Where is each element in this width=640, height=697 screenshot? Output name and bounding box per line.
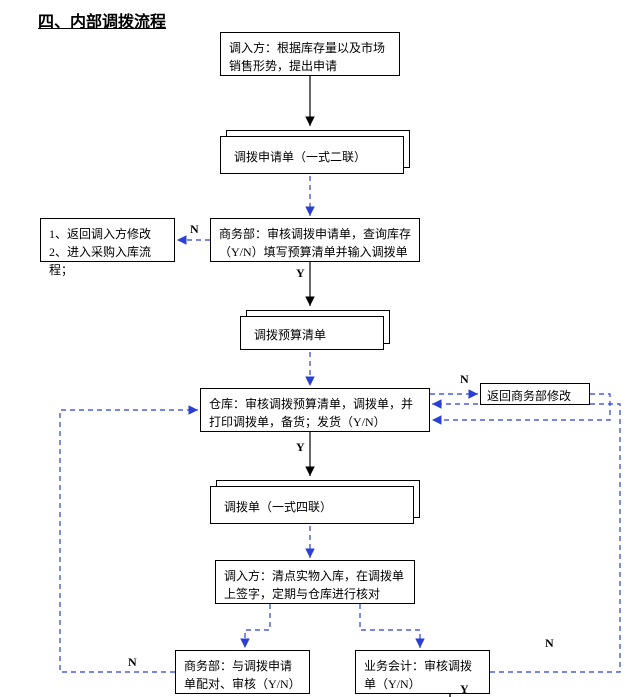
label-n-acct: N [545, 636, 554, 651]
side1-line2: 2、进入采购入库流程； [49, 243, 166, 279]
label-n-aud1: N [190, 222, 199, 237]
label-y-acct: Y [460, 682, 469, 697]
flowchart-canvas: 四、内部调拨流程 [0, 0, 640, 697]
doc-transfer-label: 调拨单（一式四联） [210, 498, 420, 515]
node-audit-biz: 商务部：审核调拨申请单，查询库存（Y/N）填写预算清单并输入调拨单 [210, 218, 420, 262]
label-y-aud1: Y [296, 266, 305, 281]
label-n-biz: N [128, 655, 137, 670]
node-return-requester: 1、返回调入方修改 2、进入采购入库流程； [40, 218, 175, 262]
doc-budget-label: 调拨预算清单 [240, 326, 390, 343]
doc-request-label: 调拨申请单（一式二联） [220, 148, 410, 165]
node-accounting: 业务会计：审核调拨单（Y/N） [355, 650, 490, 694]
node-biz-match: 商务部：与调拨申请单配对、审核（Y/N） [175, 650, 310, 694]
node-audit-warehouse: 仓库：审核调拨预算清单，调拨单，并打印调拨单，备货；发货（Y/N） [200, 388, 430, 432]
node-return-biz: 返回商务部修改 [480, 383, 590, 405]
node-receiver: 调入方：清点实物入库，在调拨单上签字，定期与仓库进行核对 [215, 560, 415, 604]
node-doc-transfer: 调拨单（一式四联） [210, 480, 420, 526]
label-n-aud2: N [460, 372, 469, 387]
label-y-aud2: Y [296, 440, 305, 455]
node-start: 调入方：根据库存量以及市场销售形势，提出申请 [220, 32, 400, 76]
side1-line1: 1、返回调入方修改 [49, 225, 166, 243]
node-doc-budget: 调拨预算清单 [240, 310, 390, 352]
page-title: 四、内部调拨流程 [38, 8, 166, 32]
node-doc-request: 调拨申请单（一式二联） [220, 130, 410, 176]
